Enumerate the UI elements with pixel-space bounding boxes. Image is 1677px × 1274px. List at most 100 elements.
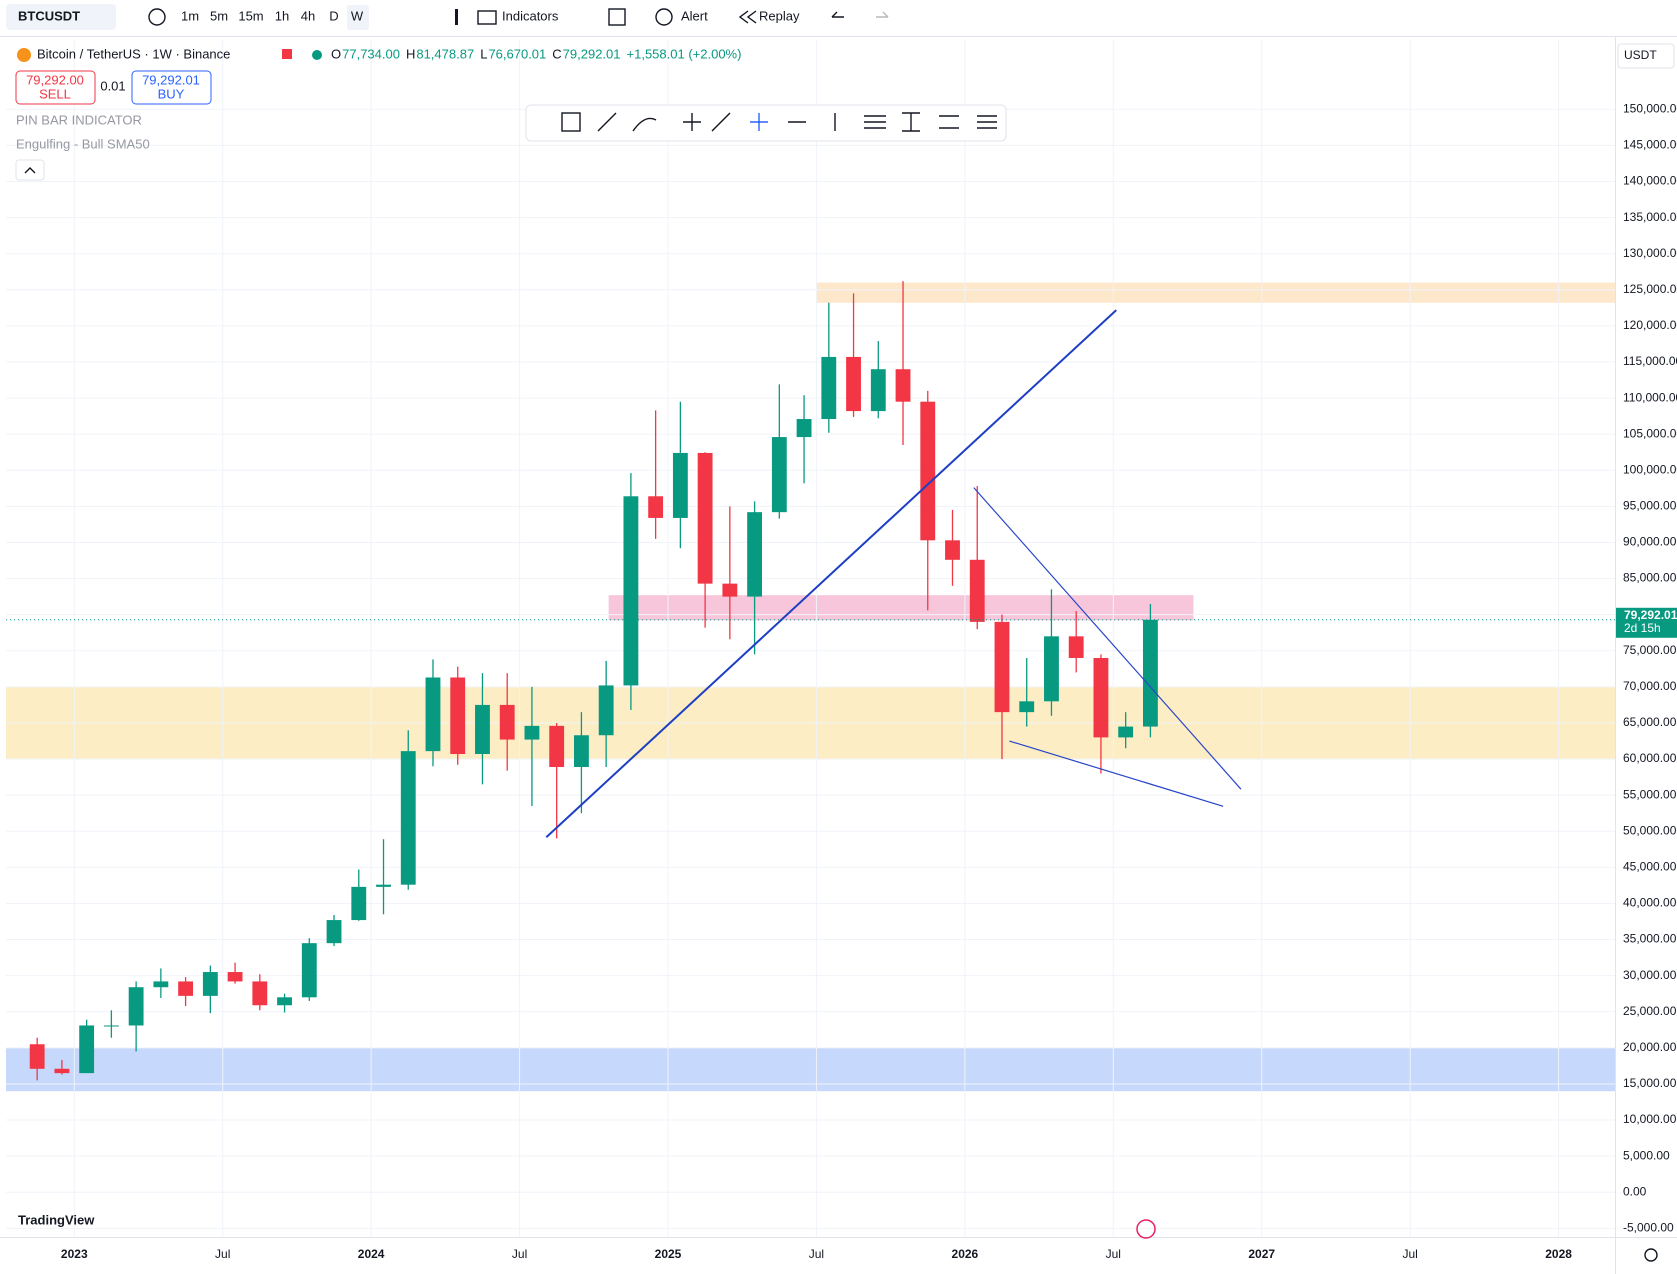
x-tick-label: 2023 <box>61 1247 88 1261</box>
buy-label[interactable]: BUY <box>158 86 185 101</box>
candle-body <box>796 419 812 438</box>
interval-button[interactable]: D <box>329 8 338 23</box>
sell-button[interactable] <box>15 70 96 105</box>
candle-body <box>425 677 441 752</box>
flag-icon <box>282 49 292 59</box>
news-icon[interactable] <box>1136 1219 1156 1239</box>
candle-body <box>103 1025 119 1027</box>
replay-button[interactable]: Replay <box>759 8 800 23</box>
candle-body <box>178 981 194 996</box>
brand-logo: TradingView <box>18 1212 95 1227</box>
y-tick-label: 145,000.00 <box>1623 138 1677 152</box>
interval-button[interactable]: 1m <box>181 8 199 23</box>
y-tick-label: 90,000.00 <box>1623 535 1677 549</box>
candle-body <box>846 356 861 412</box>
candle-body <box>672 452 688 518</box>
y-tick-label: 35,000.00 <box>1623 932 1677 946</box>
collapse-icon[interactable] <box>24 167 36 174</box>
drawing-toolbar <box>525 104 1007 142</box>
x-tick-label: Jul <box>1402 1247 1417 1261</box>
currency-box[interactable] <box>1617 43 1675 69</box>
y-tick-label: 45,000.00 <box>1623 860 1677 874</box>
currency[interactable]: USDT <box>1624 48 1657 62</box>
ohlc-value: 76,670.01 <box>488 46 546 61</box>
chart-type-icon[interactable] <box>455 9 458 25</box>
x-tick-label: Jul <box>1106 1247 1121 1261</box>
symbol[interactable]: BTCUSDT <box>18 8 80 23</box>
candle-body <box>598 685 614 736</box>
ohlc-value: 81,478.87 <box>416 46 474 61</box>
x-tick-label: Jul <box>809 1247 824 1261</box>
interval-button[interactable]: 4h <box>301 8 315 23</box>
undo[interactable] <box>831 11 844 18</box>
drawing-tools[interactable] <box>561 112 997 132</box>
candle-body <box>549 725 565 768</box>
change: +1,558.01 (+2.00%) <box>627 46 742 61</box>
candle-body <box>1118 726 1134 738</box>
candle-body <box>524 725 540 740</box>
candle-body <box>202 972 218 996</box>
y-tick-label: 140,000.00 <box>1623 174 1677 188</box>
candle-body <box>821 356 837 420</box>
study-name[interactable]: PIN BAR INDICATOR <box>16 112 142 127</box>
sell-price[interactable]: 79,292.00 <box>26 72 84 87</box>
y-tick-label: 85,000.00 <box>1623 571 1677 585</box>
trend-line <box>1009 740 1224 807</box>
candle-body <box>1093 657 1109 738</box>
candle-body <box>994 621 1010 713</box>
indicators-button[interactable]: Indicators <box>502 8 559 23</box>
ohlc-key: C <box>552 46 561 61</box>
candle-body <box>920 401 936 541</box>
y-tick-label: 135,000.00 <box>1623 210 1677 224</box>
buy-button[interactable] <box>131 70 212 105</box>
interval-button[interactable]: 5m <box>210 8 228 23</box>
interval-button[interactable]: 1h <box>275 8 289 23</box>
indicators-icon[interactable] <box>477 10 497 25</box>
candle-body <box>1142 619 1158 727</box>
price-zone <box>816 282 1615 303</box>
candle-body <box>499 704 515 740</box>
buy-price[interactable]: 79,292.01 <box>142 72 200 87</box>
quantity[interactable]: 0.01 <box>100 78 125 93</box>
collapse-button[interactable] <box>15 159 45 181</box>
legend-title: Bitcoin / TetherUS · 1W · Binance <box>37 46 230 61</box>
y-tick-label: 10,000.00 <box>1623 1112 1677 1126</box>
candle-body <box>1019 701 1035 713</box>
ohlc-key: O <box>331 46 341 61</box>
x-tick-label: 2028 <box>1545 1247 1572 1261</box>
settings-icon[interactable] <box>1644 1248 1658 1262</box>
candle-body <box>870 369 886 412</box>
alert-button[interactable]: Alert <box>681 8 708 23</box>
candle-body <box>54 1068 70 1074</box>
interval-button[interactable]: W <box>351 8 364 23</box>
price-zone <box>6 1047 1615 1092</box>
candle-body <box>648 496 664 518</box>
layouts-icon[interactable] <box>608 8 626 26</box>
y-tick-label: 40,000.00 <box>1623 896 1677 910</box>
candle-body <box>301 943 317 998</box>
candle-body <box>475 704 490 755</box>
add-symbol[interactable] <box>148 8 166 26</box>
interval-button[interactable]: 15m <box>238 8 263 23</box>
y-tick-label: 25,000.00 <box>1623 1004 1677 1018</box>
y-tick-label: 20,000.00 <box>1623 1040 1677 1054</box>
candle-body <box>153 981 169 988</box>
y-tick-label: 125,000.00 <box>1623 282 1677 296</box>
redo[interactable] <box>876 11 889 18</box>
sell-label[interactable]: SELL <box>39 86 71 101</box>
x-tick-label: 2026 <box>952 1247 979 1261</box>
y-tick-label: 150,000.00 <box>1623 101 1677 115</box>
y-tick-label: 30,000.00 <box>1623 968 1677 982</box>
candle-body <box>400 751 416 885</box>
trend-line <box>545 309 1117 838</box>
alert-icon[interactable] <box>655 8 673 26</box>
y-tick-label: 115,000.00 <box>1623 354 1677 368</box>
symbol-search[interactable] <box>6 4 116 30</box>
replay-icon[interactable] <box>738 10 757 24</box>
interval-active[interactable] <box>347 5 369 30</box>
study-name[interactable]: Engulfing - Bull SMA50 <box>16 136 150 151</box>
y-tick-label: 0.00 <box>1623 1184 1647 1198</box>
ohlc-key: H <box>406 46 415 61</box>
x-tick-label: Jul <box>512 1247 527 1261</box>
